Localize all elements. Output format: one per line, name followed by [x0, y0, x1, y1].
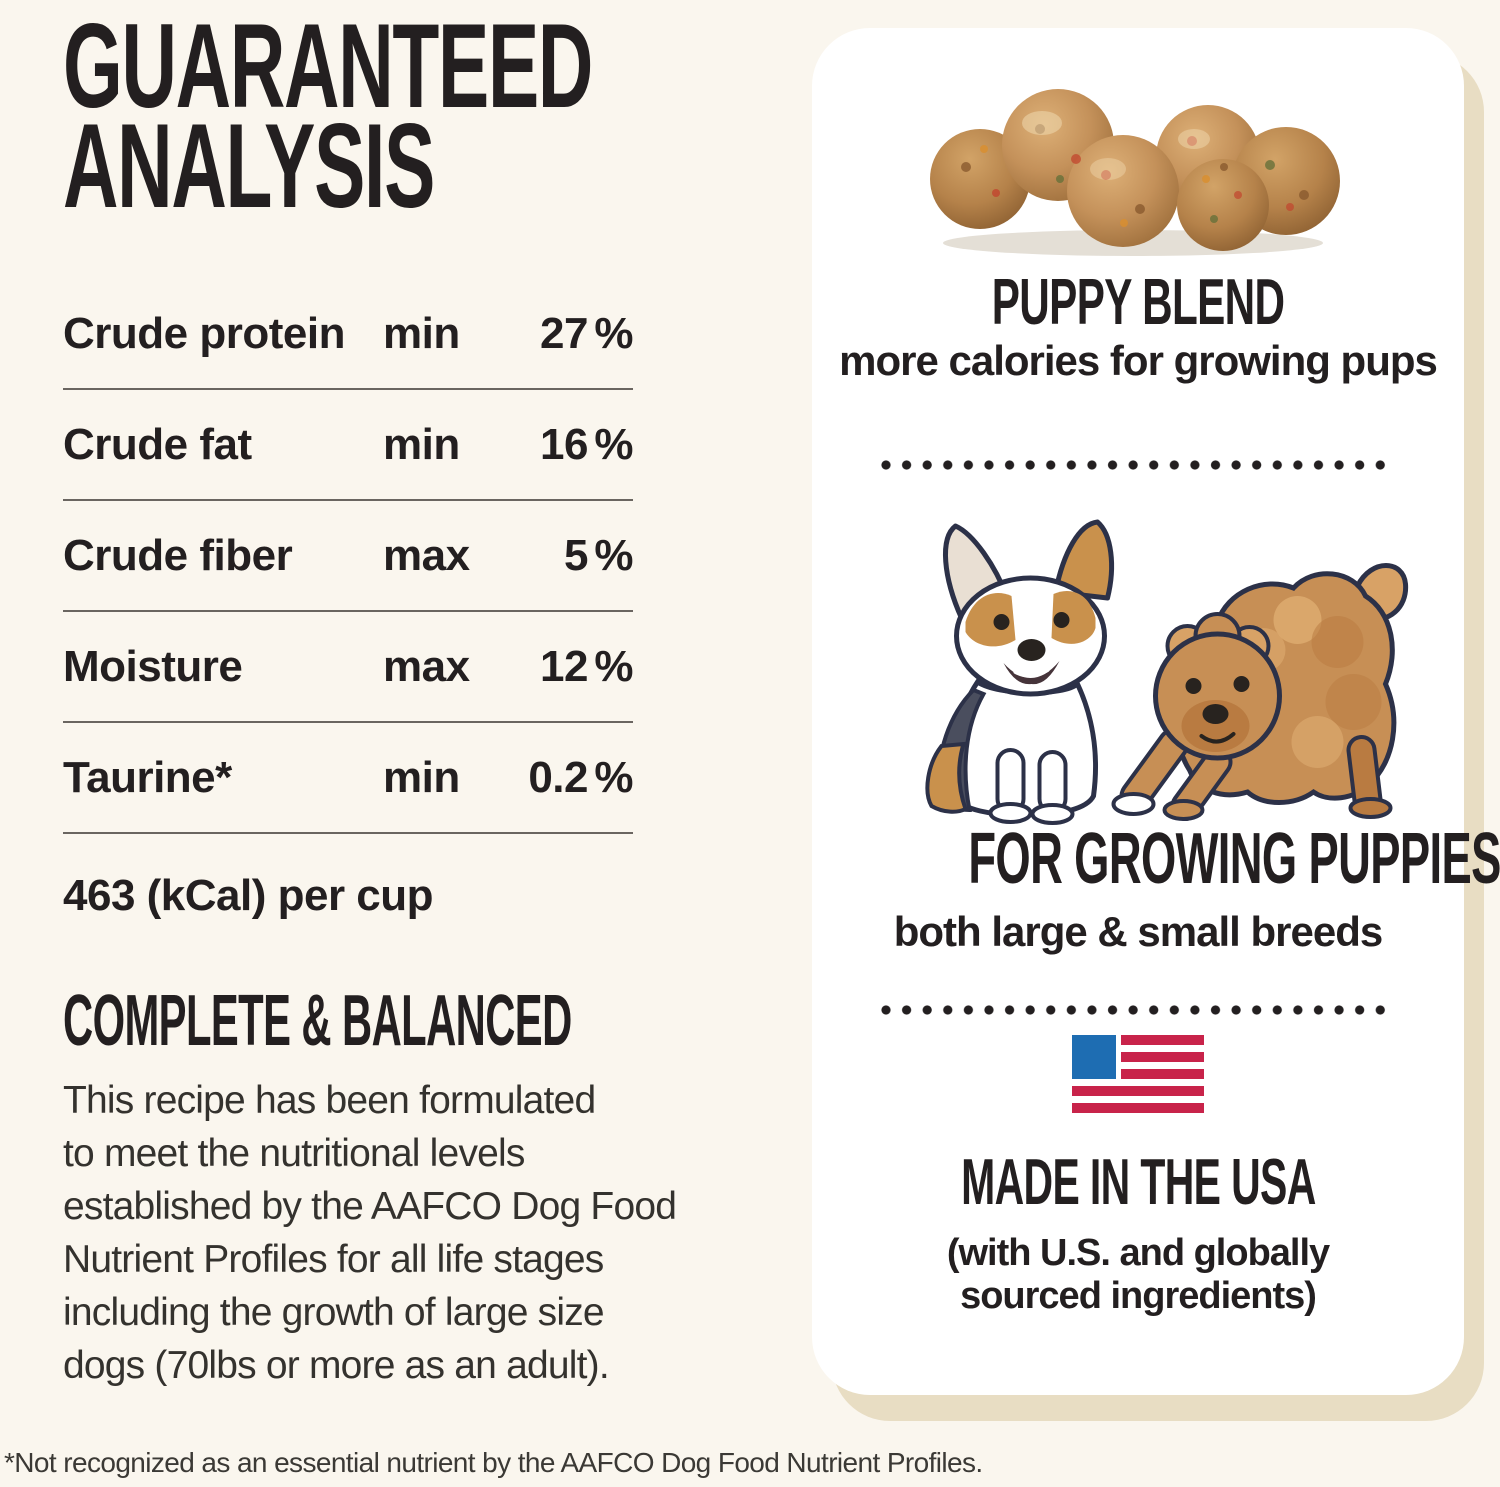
- puppy-blend-title: PUPPY BLEND: [812, 269, 1464, 334]
- table-row: Moisture max 12 %: [63, 612, 634, 723]
- table-row: Crude fiber max 5 %: [63, 501, 634, 612]
- table-row: Crude protein min 27 %: [63, 279, 634, 390]
- complete-balanced-text: COMPLETE & BALANCED: [63, 981, 572, 1061]
- aafco-paragraph: This recipe has been formulated to meet …: [63, 1074, 677, 1392]
- qualifier-label: max: [383, 531, 470, 580]
- guaranteed-analysis-section: GUARANTEED ANALYSIS Crude protein min 27…: [63, 0, 677, 1387]
- paragraph-line: established by the AAFCO Dog Food: [63, 1185, 677, 1228]
- unit-cell: %: [594, 420, 633, 469]
- puppy-blend-subtitle: more calories for growing pups: [839, 337, 1438, 384]
- complete-balanced-heading: COMPLETE & BALANCED: [63, 985, 940, 1057]
- growing-puppies-title: FOR GROWING PUPPIES: [812, 823, 1500, 895]
- qualifier-label: min: [383, 420, 460, 469]
- doodle-puppy: [1111, 563, 1409, 821]
- value-cell: 0.2: [528, 753, 588, 802]
- puppy-blend-title-text: PUPPY BLEND: [991, 265, 1285, 338]
- subtitle-line: (with U.S. and globally: [946, 1232, 1330, 1274]
- value-cell: 27: [540, 309, 588, 358]
- unit-cell: %: [594, 642, 633, 691]
- made-in-usa-title: MADE IN THE USA: [812, 1149, 1464, 1214]
- value-cell: 12: [540, 642, 588, 691]
- nutrient-label: Crude protein: [63, 309, 345, 358]
- dogs-illustration: [866, 500, 1411, 835]
- value-cell: 16: [540, 420, 588, 469]
- unit-cell: %: [594, 309, 633, 358]
- growing-puppies-title-text: FOR GROWING PUPPIES: [968, 819, 1500, 899]
- qualifier-label: max: [383, 642, 470, 691]
- calories-note: 463 (kCal) per cup: [63, 871, 434, 920]
- made-in-usa-title-text: MADE IN THE USA: [960, 1145, 1316, 1218]
- nutrient-label: Taurine*: [63, 753, 232, 802]
- growing-puppies-subtitle: both large & small breeds: [893, 908, 1383, 955]
- made-in-usa-subtitle: (with U.S. and globally sourced ingredie…: [812, 1232, 1464, 1318]
- nutrient-label: Moisture: [63, 642, 243, 691]
- page-title: GUARANTEED ANALYSIS: [63, 0, 635, 233]
- paragraph-line: This recipe has been formulated: [63, 1079, 596, 1122]
- product-highlights-card: PUPPY BLEND more calories for growing pu…: [812, 28, 1500, 1395]
- footnote: *Not recognized as an essential nutrient…: [4, 1447, 983, 1478]
- title-line-1: GUARANTEED: [63, 0, 593, 133]
- paragraph-line: Nutrient Profiles for all life stages: [63, 1238, 604, 1281]
- paragraph-line: including the growth of large size: [63, 1291, 605, 1334]
- subtitle-line: sourced ingredients): [960, 1275, 1317, 1317]
- title-line-2: ANALYSIS: [63, 99, 435, 233]
- unit-cell: %: [594, 753, 633, 802]
- nutrient-label: Crude fat: [63, 420, 252, 469]
- nutrient-label: Crude fiber: [63, 531, 293, 580]
- corgi-puppy: [925, 519, 1115, 825]
- table-row: Taurine* min 0.2 %: [63, 723, 634, 834]
- paragraph-line: dogs (70lbs or more as an adult).: [63, 1344, 610, 1387]
- usa-flag-icon: [1072, 1035, 1204, 1113]
- dotted-divider: [881, 460, 1395, 470]
- value-cell: 5: [564, 531, 588, 580]
- qualifier-label: min: [383, 309, 460, 358]
- table-row: Crude fat min 16 %: [63, 390, 634, 501]
- unit-cell: %: [594, 531, 633, 580]
- qualifier-label: min: [383, 753, 460, 802]
- paragraph-line: to meet the nutritional levels: [63, 1132, 525, 1175]
- dotted-divider: [881, 1005, 1395, 1015]
- analysis-table: Crude protein min 27 % Crude fat min 16 …: [63, 279, 634, 924]
- kibble-photo: [918, 83, 1358, 266]
